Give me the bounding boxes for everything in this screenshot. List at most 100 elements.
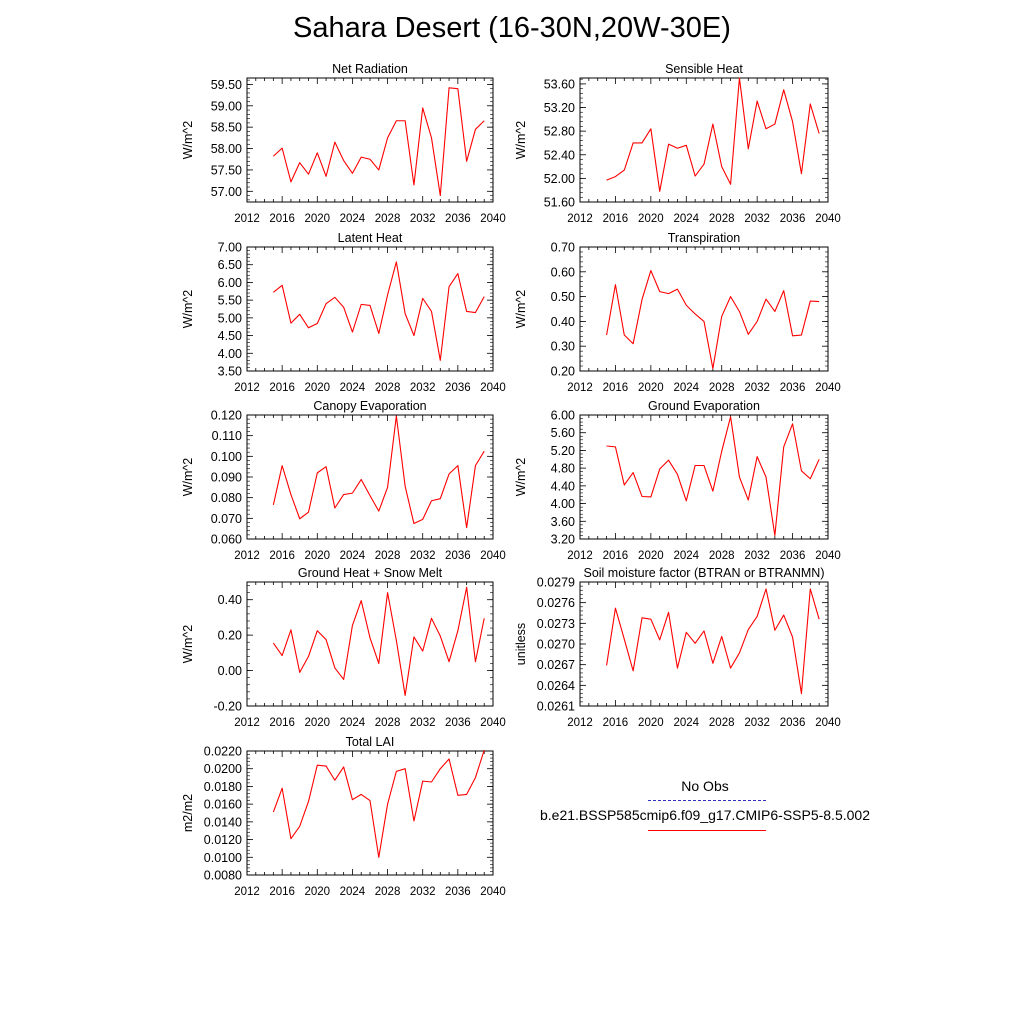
x-tick-label: 2012 <box>234 213 260 225</box>
x-tick-label: 2012 <box>567 213 593 225</box>
x-tick-label: 2040 <box>480 886 506 898</box>
y-tick-label: 0.0270 <box>537 638 575 652</box>
y-tick-label: 0.070 <box>211 512 242 526</box>
panel-8: 2012 2016 2020 2024 2028 2032 2036 2040 0.0261 0.… <box>514 566 841 729</box>
y-tick-label: 59.00 <box>211 99 242 113</box>
y-tick-label: 0.0080 <box>204 869 242 883</box>
x-tick-label: 2036 <box>780 382 806 394</box>
x-tick-label: 2012 <box>234 382 260 394</box>
y-tick-label: 0.120 <box>211 409 242 423</box>
y-axis-label: W/m^2 <box>181 121 195 160</box>
y-tick-label: 0.50 <box>551 290 575 304</box>
plot-frame <box>579 581 829 707</box>
series-line-1 <box>273 261 485 361</box>
series-line-1 <box>272 87 485 197</box>
panel-9: 2012 2016 2020 2024 2028 2032 2036 2040 0.0080 0.… <box>181 735 506 898</box>
series-line-1 <box>606 588 820 695</box>
y-tick-label: 51.60 <box>544 196 575 210</box>
x-tick-label: 2028 <box>375 886 401 898</box>
x-tick-label: 2032 <box>410 886 436 898</box>
x-tick-label: 2032 <box>410 717 436 729</box>
x-tick-label: 2040 <box>815 382 841 394</box>
panel-title: Ground Evaporation <box>648 399 760 413</box>
x-tick-label: 2040 <box>480 382 506 394</box>
y-tick-label: 0.090 <box>211 471 242 485</box>
x-tick-label: 2016 <box>603 382 629 394</box>
y-tick-label: 0.080 <box>211 491 242 505</box>
y-tick-label: 5.00 <box>218 311 242 325</box>
y-tick-label: 58.00 <box>211 142 242 156</box>
y-tick-label: 58.50 <box>211 121 242 135</box>
x-tick-label: 2012 <box>234 717 260 729</box>
y-tick-label: 0.40 <box>551 315 575 329</box>
x-tick-label: 2024 <box>340 550 366 562</box>
y-tick-label: 4.40 <box>551 479 575 493</box>
x-tick-label: 2028 <box>709 382 735 394</box>
y-tick-label: 0.0264 <box>537 679 575 693</box>
x-tick-label: 2016 <box>269 717 295 729</box>
panel-3: 2012 2016 2020 2024 2028 2032 2036 2040 3.50 4.00… <box>181 231 506 394</box>
y-tick-label: 0.20 <box>551 365 575 379</box>
y-tick-label: 0.0100 <box>204 851 242 865</box>
x-tick-label: 2016 <box>269 550 295 562</box>
x-tick-label: 2036 <box>780 717 806 729</box>
y-tick-label: -0.20 <box>214 700 243 714</box>
y-tick-label: 4.00 <box>551 497 575 511</box>
x-tick-label: 2036 <box>445 213 471 225</box>
y-tick-label: 0.00 <box>218 664 242 678</box>
page-title: Sahara Desert (16-30N,20W-30E) <box>293 12 731 44</box>
x-tick-label: 2032 <box>744 550 770 562</box>
panel-7: 2012 2016 2020 2024 2028 2032 2036 2040 -0.20 0.0… <box>181 566 506 729</box>
x-tick-label: 2040 <box>815 550 841 562</box>
x-tick-label: 2032 <box>410 550 436 562</box>
x-tick-label: 2024 <box>673 717 699 729</box>
panel-title: Sensible Heat <box>665 62 743 76</box>
x-tick-label: 2024 <box>340 382 366 394</box>
series-line-1 <box>272 415 485 529</box>
x-tick-label: 2036 <box>445 717 471 729</box>
y-axis-label: unitless <box>514 623 528 665</box>
legend-obs-line <box>648 800 766 801</box>
x-tick-label: 2036 <box>780 213 806 225</box>
legend-case-label: b.e21.BSSP585cmip6.f09_g17.CMIP6-SSP5-8.… <box>540 807 870 823</box>
plot-frame <box>579 246 829 372</box>
x-tick-label: 2028 <box>375 213 401 225</box>
x-tick-label: 2036 <box>445 382 471 394</box>
panel-title: Canopy Evaporation <box>313 399 426 413</box>
x-tick-label: 2032 <box>744 382 770 394</box>
y-tick-label: 0.0140 <box>204 815 242 829</box>
y-tick-label: 57.00 <box>211 185 242 199</box>
x-tick-label: 2016 <box>603 717 629 729</box>
legend-obs-label: No Obs <box>681 778 729 794</box>
x-tick-label: 2024 <box>673 213 699 225</box>
y-tick-label: 0.110 <box>212 429 242 443</box>
y-tick-label: 0.60 <box>551 265 575 279</box>
panel-title: Latent Heat <box>338 231 403 245</box>
x-tick-label: 2012 <box>567 717 593 729</box>
x-tick-label: 2016 <box>603 213 629 225</box>
x-tick-label: 2020 <box>638 382 664 394</box>
y-tick-label: 0.0261 <box>537 700 575 714</box>
y-tick-label: 52.40 <box>544 148 575 162</box>
y-tick-label: 53.60 <box>544 77 575 91</box>
x-tick-label: 2020 <box>304 886 330 898</box>
plot-frame <box>579 414 829 540</box>
y-tick-label: 4.00 <box>218 347 242 361</box>
panel-title: Transpiration <box>668 231 741 245</box>
y-tick-label: 0.70 <box>551 241 575 255</box>
x-tick-label: 2032 <box>744 213 770 225</box>
x-tick-label: 2016 <box>269 382 295 394</box>
x-tick-label: 2032 <box>410 213 436 225</box>
plot-frame <box>246 414 494 540</box>
x-tick-label: 2040 <box>815 717 841 729</box>
panel-5: 2012 2016 2020 2024 2028 2032 2036 2040 0.060 0.0… <box>181 399 506 562</box>
x-tick-label: 2028 <box>709 717 735 729</box>
y-axis-label: W/m^2 <box>514 290 528 329</box>
y-tick-label: 3.20 <box>551 533 575 547</box>
y-tick-label: 59.50 <box>211 78 242 92</box>
y-tick-label: 0.20 <box>218 629 242 643</box>
x-tick-label: 2036 <box>445 550 471 562</box>
x-tick-label: 2016 <box>603 550 629 562</box>
x-tick-label: 2028 <box>709 213 735 225</box>
x-tick-label: 2028 <box>375 717 401 729</box>
